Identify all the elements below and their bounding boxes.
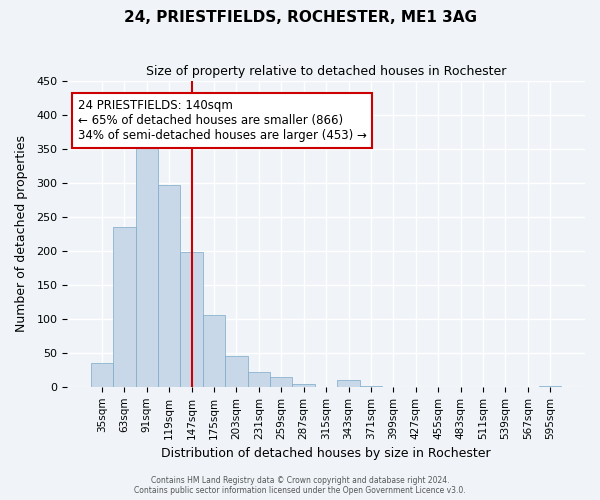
Y-axis label: Number of detached properties: Number of detached properties [15,135,28,332]
Bar [292,384,315,387]
Bar [539,386,562,387]
Bar [158,184,181,387]
Bar [360,386,382,387]
Bar [225,356,248,387]
Text: Contains HM Land Registry data © Crown copyright and database right 2024.
Contai: Contains HM Land Registry data © Crown c… [134,476,466,495]
Text: 24 PRIESTFIELDS: 140sqm
← 65% of detached houses are smaller (866)
34% of semi-d: 24 PRIESTFIELDS: 140sqm ← 65% of detache… [77,99,367,142]
X-axis label: Distribution of detached houses by size in Rochester: Distribution of detached houses by size … [161,447,491,460]
Bar [181,252,203,387]
Text: 24, PRIESTFIELDS, ROCHESTER, ME1 3AG: 24, PRIESTFIELDS, ROCHESTER, ME1 3AG [124,10,476,25]
Bar [136,137,158,387]
Bar [270,376,292,387]
Title: Size of property relative to detached houses in Rochester: Size of property relative to detached ho… [146,65,506,78]
Bar [113,227,136,387]
Bar [248,372,270,387]
Bar [337,380,360,387]
Bar [91,363,113,387]
Bar [203,316,225,387]
